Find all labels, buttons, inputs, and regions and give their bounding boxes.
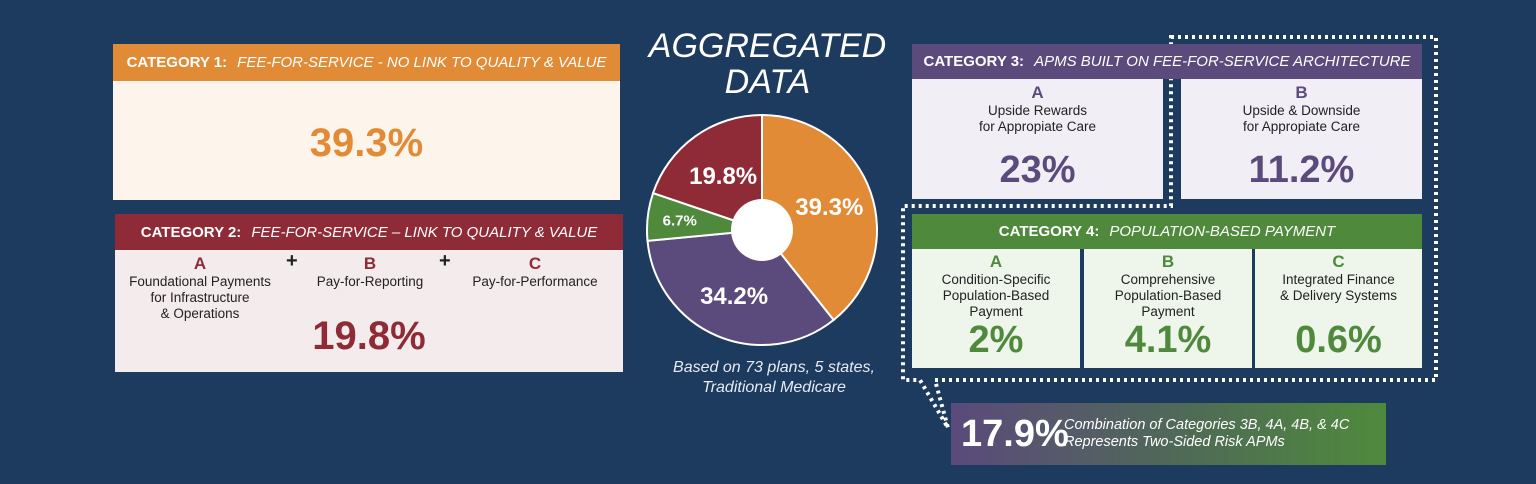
category1-value: 39.3% xyxy=(309,121,424,165)
category3-subtitle: APMS BUILT ON FEE-FOR-SERVICE ARCHITECTU… xyxy=(1034,53,1411,70)
aggregated-title-line2: DATA xyxy=(724,63,811,101)
category4-item-c-line1: Integrated Finance xyxy=(1282,272,1395,287)
category4-item-b: B Comprehensive Population-Based Payment… xyxy=(1084,249,1252,368)
aggregated-title-line1: AGGREGATED xyxy=(648,27,887,65)
category3-value-b: 11.2% xyxy=(1248,149,1355,191)
category4-item-c-line3 xyxy=(1255,304,1422,320)
category2-value: 19.8% xyxy=(312,314,426,358)
pie-label-2: 34.2% xyxy=(700,283,768,310)
category2-item-a-line2: for Infrastructure xyxy=(150,290,250,305)
category2-item-b-line1: Pay-for-Reporting xyxy=(316,274,424,289)
summary-line2: Represents Two-Sided Risk APMs xyxy=(1064,434,1285,450)
summary-line1: Combination of Categories 3B, 4A, 4B, & … xyxy=(1064,417,1350,433)
category4-item-b-line1: Comprehensive xyxy=(1120,272,1216,287)
pie-label-4: 19.8% xyxy=(689,163,757,190)
category4-item-c-line2: & Delivery Systems xyxy=(1279,288,1398,303)
category2-label: CATEGORY 2: xyxy=(140,223,242,241)
category4-item-a-line1: Condition-Specific xyxy=(941,272,1051,287)
summary-banner: 17.9% Combination of Categories 3B, 4A, … xyxy=(951,403,1386,465)
category3-header: CATEGORY 3: APMS BUILT ON FEE-FOR-SERVIC… xyxy=(912,44,1422,79)
category2-item-a-line3: & Operations xyxy=(160,306,240,321)
category3-item-b-line1: Upside & Downside xyxy=(1242,103,1361,118)
category4-value-a: 2% xyxy=(968,319,1024,361)
category4-item-b-line3: Payment xyxy=(1141,304,1195,319)
pie-slice-1 xyxy=(761,113,878,322)
category4-letter-c: C xyxy=(1332,252,1345,271)
category2-letter-b: B xyxy=(363,254,377,273)
aggregated-note-line1: Based on 73 plans, 5 states, xyxy=(673,359,875,376)
plus-sign: + xyxy=(439,250,451,272)
category2-item-a-line1: Foundational Payments xyxy=(129,274,271,289)
category2-item-c: C Pay-for-Performance xyxy=(460,254,610,290)
pie-label-3: 6.7% xyxy=(663,213,697,230)
category4-item-c: C Integrated Finance & Delivery Systems … xyxy=(1255,249,1422,368)
category2-body: A Foundational Payments for Infrastructu… xyxy=(115,250,623,372)
category4-letter-a: A xyxy=(989,252,1003,271)
pie-center-hole xyxy=(731,199,793,261)
category4-header: CATEGORY 4: POPULATION-BASED PAYMENT xyxy=(912,214,1422,249)
category1-subtitle: FEE-FOR-SERVICE - NO LINK TO QUALITY & V… xyxy=(237,54,607,71)
category3-letter-b: B xyxy=(1295,83,1308,102)
category3-item-a-line1: Upside Rewards xyxy=(987,103,1088,118)
aggregated-note-line2: Traditional Medicare xyxy=(702,379,846,396)
category2-item-b: B Pay-for-Reporting xyxy=(300,254,440,290)
category2-letter-a: A xyxy=(193,254,207,273)
category4-label: CATEGORY 4: xyxy=(998,223,1100,240)
category3-value-a: 23% xyxy=(999,149,1076,191)
category1-label: CATEGORY 1: xyxy=(126,54,228,71)
category2-item-c-line1: Pay-for-Performance xyxy=(472,274,598,289)
summary-value: 17.9% xyxy=(961,413,1069,455)
category3-letter-a: A xyxy=(1031,83,1044,102)
category3-label: CATEGORY 3: xyxy=(923,53,1025,70)
summary-text: Combination of Categories 3B, 4A, 4B, & … xyxy=(1064,417,1349,451)
category4-value-c: 0.6% xyxy=(1295,319,1382,361)
category1-body: 39.3% xyxy=(113,81,620,200)
category2-item-a: A Foundational Payments for Infrastructu… xyxy=(115,254,285,322)
pie-label-1: 39.3% xyxy=(795,194,863,221)
aggregated-title: AGGREGATED DATA xyxy=(640,28,895,100)
pie-slice-4 xyxy=(651,113,763,232)
category2-letter-c: C xyxy=(528,254,542,273)
pie-slice-2 xyxy=(646,228,836,346)
category3-item-a-line2: for Appropiate Care xyxy=(978,119,1097,134)
category4-item-a-line3: Payment xyxy=(969,304,1023,319)
category4-subtitle: POPULATION-BASED PAYMENT xyxy=(1109,223,1336,240)
category4-item-b-line2: Population-Based xyxy=(1114,288,1222,303)
pie-chart: 39.3% 34.2% 6.7% 19.8% xyxy=(646,113,878,346)
category3-item-b: B Upside & Downside for Appropiate Care … xyxy=(1181,79,1422,199)
category4-item-a-line2: Population-Based xyxy=(942,288,1050,303)
category4-item-a: A Condition-Specific Population-Based Pa… xyxy=(912,249,1080,368)
plus-sign: + xyxy=(286,250,298,272)
category2-header: CATEGORY 2: FEE-FOR-SERVICE – LINK TO QU… xyxy=(115,214,623,250)
category3-item-a: A Upside Rewards for Appropiate Care 23% xyxy=(912,79,1163,199)
category2-subtitle: FEE-FOR-SERVICE – LINK TO QUALITY & VALU… xyxy=(251,223,598,241)
category1-header: CATEGORY 1: FEE-FOR-SERVICE - NO LINK TO… xyxy=(113,44,620,81)
category4-value-b: 4.1% xyxy=(1124,319,1212,361)
category4-letter-b: B xyxy=(1161,252,1175,271)
category3-item-b-line2: for Appropiate Care xyxy=(1242,119,1361,134)
aggregated-note: Based on 73 plans, 5 states, Traditional… xyxy=(640,358,908,398)
